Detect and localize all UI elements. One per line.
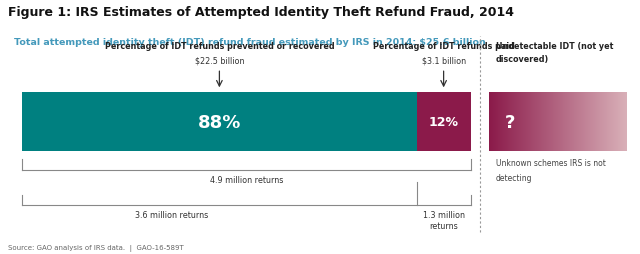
Text: Undetectable IDT (not yet: Undetectable IDT (not yet bbox=[495, 42, 613, 51]
Text: Figure 1: IRS Estimates of Attempted Identity Theft Refund Fraud, 2014: Figure 1: IRS Estimates of Attempted Ide… bbox=[8, 6, 514, 19]
Text: Percentage of IDT refunds prevented or recovered: Percentage of IDT refunds prevented or r… bbox=[104, 42, 334, 51]
Text: 88%: 88% bbox=[198, 113, 241, 131]
Text: ?: ? bbox=[505, 113, 515, 131]
Text: $3.1 billion: $3.1 billion bbox=[422, 56, 466, 66]
Text: Total attempted identity theft (IDT) refund fraud estimated by IRS in 2014: $25.: Total attempted identity theft (IDT) ref… bbox=[14, 38, 486, 47]
Text: discovered): discovered) bbox=[495, 54, 549, 64]
Text: 4.9 million returns: 4.9 million returns bbox=[210, 175, 283, 184]
Text: Percentage of IDT refunds paid: Percentage of IDT refunds paid bbox=[372, 42, 515, 51]
Text: 1.3 million
returns: 1.3 million returns bbox=[422, 211, 465, 230]
Bar bbox=[22, 93, 417, 151]
Text: Unknown schemes IRS is not: Unknown schemes IRS is not bbox=[495, 158, 605, 168]
Text: $22.5 billion: $22.5 billion bbox=[195, 56, 244, 66]
Bar bbox=[417, 93, 470, 151]
Text: 3.6 million returns: 3.6 million returns bbox=[136, 211, 209, 220]
Text: detecting: detecting bbox=[495, 173, 532, 182]
Text: 12%: 12% bbox=[429, 116, 459, 129]
Text: Source: GAO analysis of IRS data.  |  GAO-16-589T: Source: GAO analysis of IRS data. | GAO-… bbox=[8, 244, 184, 251]
